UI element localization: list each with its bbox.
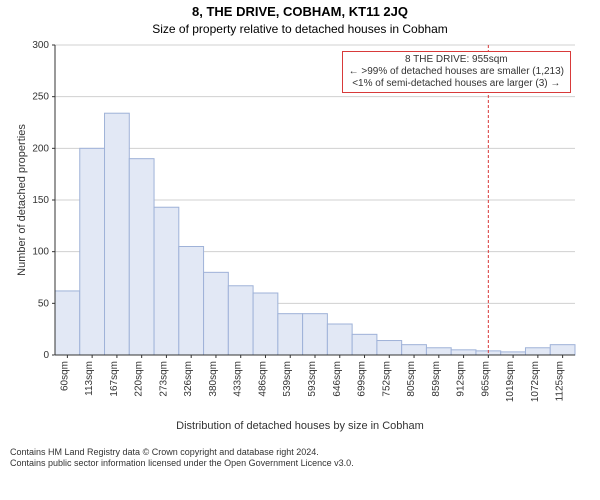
x-tick-label: 380sqm	[208, 361, 219, 397]
y-tick-label: 200	[32, 143, 49, 154]
histogram-bar	[352, 334, 377, 355]
annotation-line: ← >99% of detached houses are smaller (1…	[349, 66, 564, 78]
x-tick-label: 859sqm	[431, 361, 442, 397]
footer-line: Contains HM Land Registry data © Crown c…	[10, 447, 590, 457]
x-tick-label: 752sqm	[381, 361, 392, 397]
histogram-chart: 0 50 100 150 200 250 300 60sqm 113sqm 167sqm 220sq…	[13, 37, 583, 415]
x-tick-label: 1019sqm	[505, 361, 516, 402]
x-tick-label: 486sqm	[257, 361, 268, 397]
annotation-line: 8 THE DRIVE: 955sqm	[349, 54, 564, 66]
x-tick-label: 912sqm	[456, 361, 467, 397]
x-tick-label: 1125sqm	[555, 361, 566, 401]
footer-line: Contains public sector information licen…	[10, 458, 590, 468]
chart-title: 8, THE DRIVE, COBHAM, KT11 2JQ	[0, 4, 600, 19]
x-tick-label: 805sqm	[406, 361, 417, 397]
x-tick-label: 433sqm	[233, 361, 244, 397]
histogram-bar	[550, 345, 575, 355]
y-tick-label: 100	[32, 247, 49, 258]
histogram-bar	[154, 207, 179, 355]
x-tick-label: 273sqm	[158, 361, 169, 397]
y-axis-label: Number of detached properties	[16, 124, 28, 276]
y-tick-label: 50	[38, 298, 50, 309]
x-axis-label: Distribution of detached houses by size …	[0, 420, 600, 432]
histogram-bar	[105, 113, 130, 355]
x-tick-label: 113sqm	[84, 361, 95, 396]
x-tick-label: 220sqm	[134, 361, 145, 397]
y-tick-label: 250	[32, 92, 49, 103]
histogram-bar	[327, 324, 352, 355]
x-tick-label: 167sqm	[109, 361, 120, 397]
histogram-bar	[451, 350, 476, 355]
histogram-bar	[402, 345, 427, 355]
x-tick-label: 539sqm	[282, 361, 293, 397]
annotation-box: 8 THE DRIVE: 955sqm← >99% of detached ho…	[342, 51, 571, 93]
y-tick-label: 0	[43, 350, 49, 361]
y-tick-label: 300	[32, 40, 49, 51]
chart-subtitle: Size of property relative to detached ho…	[0, 22, 600, 36]
histogram-bar	[525, 348, 550, 355]
histogram-bar	[179, 247, 204, 356]
histogram-bar	[228, 286, 253, 355]
y-tick-label: 150	[32, 195, 49, 206]
histogram-bar	[303, 314, 328, 355]
histogram-bar	[278, 314, 303, 355]
annotation-line: <1% of semi-detached houses are larger (…	[349, 78, 564, 90]
histogram-bar	[377, 341, 402, 355]
x-tick-label: 699sqm	[357, 361, 368, 397]
x-tick-label: 593sqm	[307, 361, 318, 397]
histogram-bar	[204, 272, 229, 355]
x-tick-label: 1072sqm	[530, 361, 541, 402]
histogram-bar	[253, 293, 278, 355]
histogram-bar	[129, 159, 154, 355]
x-tick-label: 646sqm	[332, 361, 343, 397]
histogram-bar	[80, 148, 105, 355]
histogram-bar	[426, 348, 451, 355]
footer-attribution: Contains HM Land Registry data © Crown c…	[10, 446, 590, 469]
x-tick-label: 965sqm	[480, 361, 491, 397]
x-tick-label: 60sqm	[59, 361, 70, 391]
x-tick-label: 326sqm	[183, 361, 194, 397]
histogram-bar	[55, 291, 80, 355]
